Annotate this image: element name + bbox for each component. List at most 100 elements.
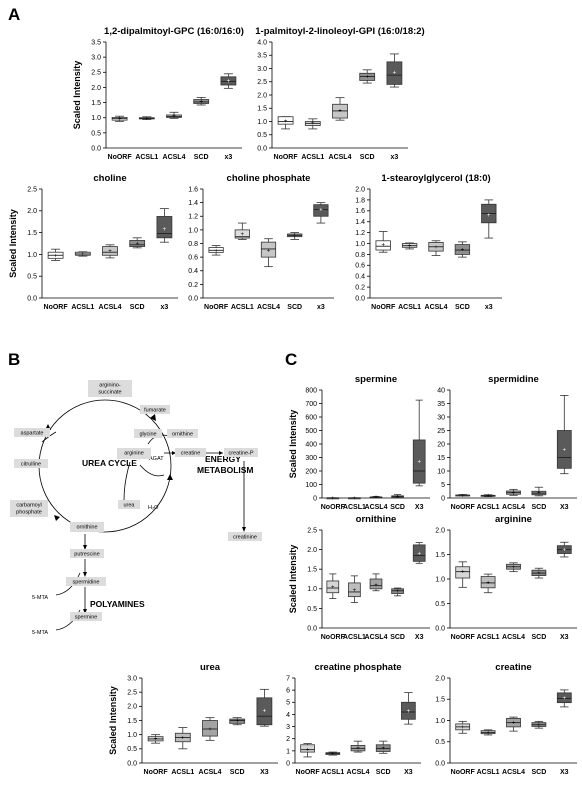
- y-tick-label: 1.8: [355, 197, 365, 204]
- cycle-arrowhead: [167, 474, 173, 480]
- y-tick-label: 300: [305, 455, 317, 462]
- node-box: [140, 405, 170, 414]
- node-label: citrulline: [21, 461, 41, 467]
- box-mean-marker: +: [486, 730, 490, 736]
- box-iqr: [556, 692, 572, 704]
- x-tick-label: ACSL4: [502, 634, 525, 641]
- x-tick-label: ACSL1: [398, 304, 421, 311]
- x-tick-label: x3: [485, 304, 493, 311]
- node-box: [14, 459, 48, 468]
- node-creatine: creatine: [175, 448, 206, 457]
- y-tick-label: 1.5: [91, 100, 101, 107]
- box-iqr: [401, 701, 416, 720]
- y-tick-label: 0.6: [355, 263, 365, 270]
- x-tick-label: ACSL4: [199, 769, 222, 776]
- y-tick-label: 100: [305, 482, 317, 489]
- x-tick-label: SCD: [130, 304, 145, 311]
- y-tick-label: 2.0: [435, 675, 445, 682]
- y-tick-label: 1.0: [435, 576, 445, 583]
- x-tick-label: NoORF: [451, 504, 476, 511]
- y-tick-label: 1.5: [307, 567, 317, 574]
- box-mean-marker: +: [181, 736, 185, 742]
- box-ACSL4: +: [102, 244, 118, 259]
- box-SCD: +: [193, 97, 210, 106]
- y-tick-label: 2.0: [257, 92, 267, 99]
- box-NoORF: +: [147, 734, 164, 744]
- box-iqr: [412, 544, 426, 562]
- chart-C5: urea 0.0 0.5 1.0 1.5 2.0 2.5 3.0 Scaled Intensit…: [108, 662, 278, 776]
- box-iqr: [313, 204, 329, 217]
- node-creatinine: creatinine: [228, 532, 262, 541]
- box-X3: +: [412, 542, 426, 564]
- node-box: [66, 577, 106, 586]
- x-tick-label: NoORF: [296, 769, 321, 776]
- arrowhead: [83, 572, 87, 577]
- y-tick-label: 1.5: [27, 230, 37, 237]
- x-tick-label: ACSL4: [425, 304, 448, 311]
- x-tick-label: SCD: [532, 769, 547, 776]
- charts-layer: 1,2-dipalmitoyl-GPC (16:0/16:0) 0.0 0.5 1.0…: [8, 26, 577, 776]
- x-tick-label: X3: [260, 769, 269, 776]
- box-ACSL4: +: [506, 716, 521, 732]
- box-iqr: [455, 566, 471, 579]
- box-mean-marker: +: [461, 725, 465, 731]
- box-ACSL4: +: [332, 97, 348, 121]
- x-tick-label: ACSL4: [99, 304, 122, 311]
- box-mean-marker: +: [407, 709, 411, 715]
- box-ACSL4: +: [260, 238, 277, 268]
- chart-title: 1-stearoylglycerol (18:0): [381, 173, 490, 184]
- arrowhead: [83, 609, 87, 614]
- label-mta-2: 5-MTA: [32, 630, 48, 636]
- node-label: phosphate: [16, 509, 42, 515]
- box-mean-marker: +: [461, 247, 465, 253]
- box-ACSL1: +: [401, 242, 418, 250]
- cycle-arrowhead: [150, 414, 156, 421]
- x-tick-label: ACSL4: [257, 304, 280, 311]
- y-tick-label: 0.5: [27, 274, 37, 281]
- y-tick-label: 2.5: [307, 527, 317, 534]
- y-tick-label: 0.0: [27, 295, 37, 302]
- box-NoORF: +: [455, 561, 471, 588]
- y-tick-label: 2.0: [307, 547, 317, 554]
- y-tick-label: 40: [437, 387, 445, 394]
- y-tick-label: 15: [437, 455, 445, 462]
- y-tick-label: 1.2: [355, 230, 365, 237]
- box-iqr: [156, 216, 173, 239]
- x-tick-label: SCD: [376, 769, 391, 776]
- box-mean-marker: +: [563, 447, 567, 453]
- label-mta-1: 5-MTA: [32, 595, 48, 601]
- x-tick-label: ACSL1: [301, 154, 324, 161]
- box-X3: +: [556, 541, 572, 558]
- x-tick-label: NoORF: [321, 634, 346, 641]
- chart-A5: 1-stearoylglycerol (18:0) 0.0 0.2 0.4 0.6 0.8…: [355, 173, 502, 311]
- node-label: ornithine: [76, 524, 97, 530]
- y-tick-label: 500: [305, 428, 317, 435]
- box-mean-marker: +: [512, 491, 516, 497]
- x-tick-label: SCD: [194, 154, 209, 161]
- arrowhead: [172, 451, 176, 455]
- y-axis-label: Scaled Intensity: [288, 545, 298, 614]
- box-NoORF: +: [277, 116, 294, 130]
- box-mean-marker: +: [319, 207, 323, 213]
- chart-title: spermine: [355, 374, 397, 385]
- arrowhead: [219, 451, 223, 455]
- x-tick-label: SCD: [287, 304, 302, 311]
- box-mean-marker: +: [512, 565, 516, 571]
- box-NoORF: +: [326, 496, 340, 502]
- node-label: spermidine: [73, 579, 100, 585]
- chart-C2: spermidine 0 5 10 15 20 25 30 35 40 + NoORF + ACSL1 + A…: [437, 374, 577, 511]
- node-label: ornithine: [172, 431, 193, 437]
- box-mean-marker: +: [563, 548, 567, 554]
- label-energy: ENERGY METABOLISM: [197, 454, 254, 475]
- node-box: [70, 522, 104, 532]
- box-NoORF: +: [326, 573, 340, 599]
- y-tick-label: 5: [441, 482, 445, 489]
- y-tick-label: 1.0: [307, 586, 317, 593]
- x-tick-label: NoORF: [108, 154, 133, 161]
- box-mean-marker: +: [338, 108, 342, 114]
- arrow-to-urea: [123, 461, 131, 501]
- y-tick-label: 0.2: [355, 285, 365, 292]
- box-SCD: +: [391, 494, 404, 500]
- y-axis-label: Scaled Intensity: [72, 61, 82, 130]
- box-iqr: [300, 744, 315, 753]
